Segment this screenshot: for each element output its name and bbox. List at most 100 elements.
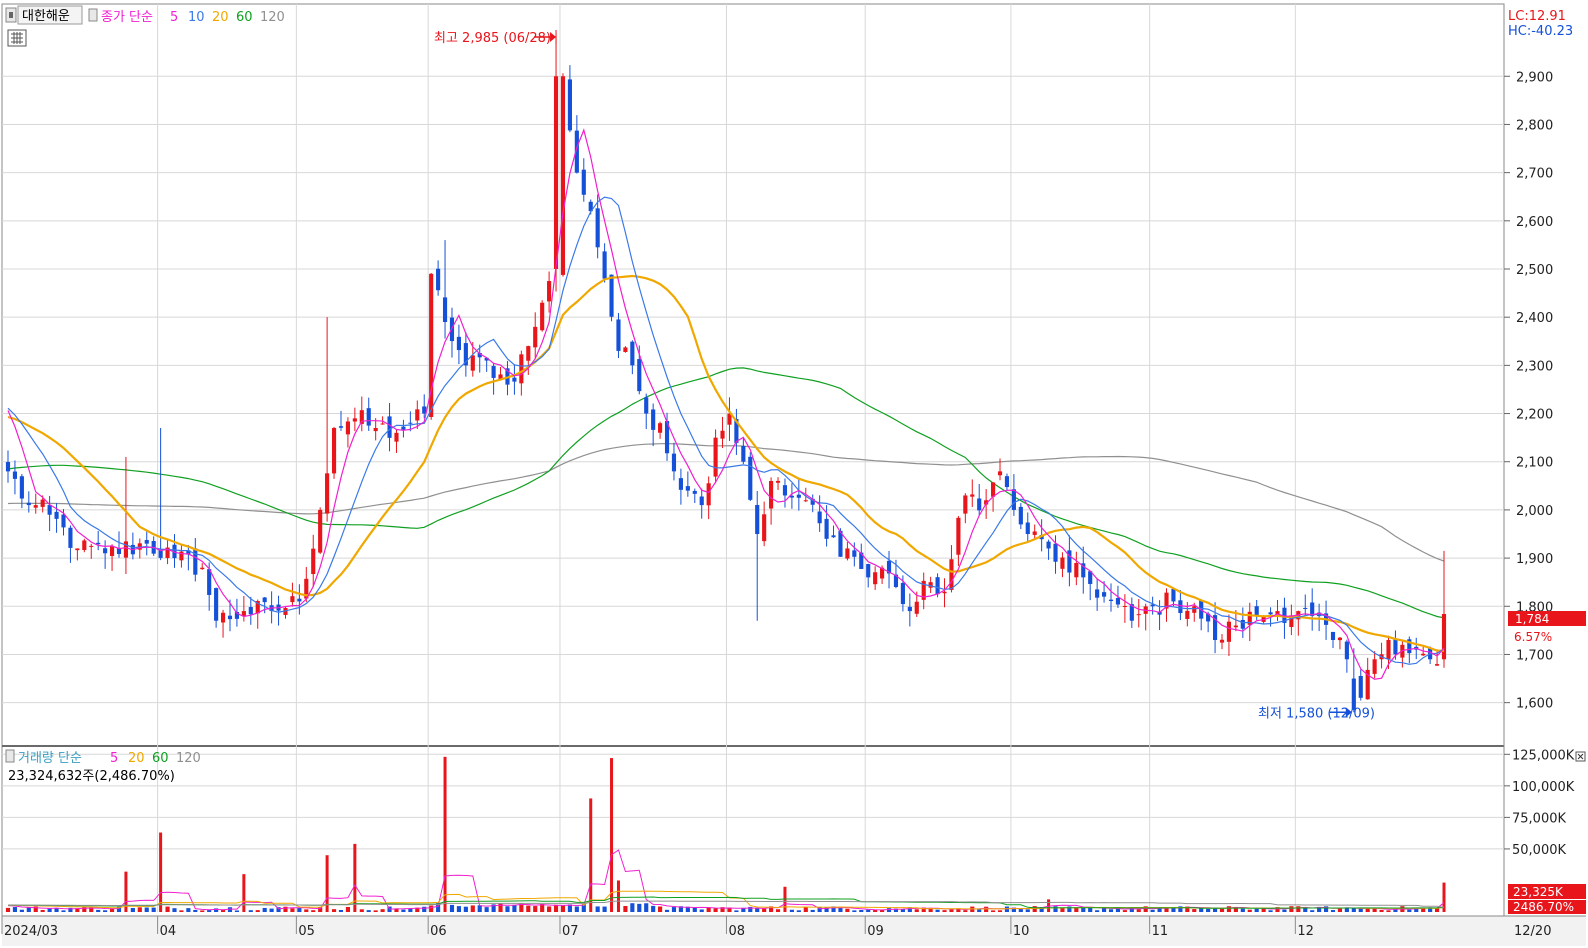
volume-bar	[75, 908, 80, 912]
volume-bar	[1136, 909, 1141, 912]
volume-bar	[775, 909, 781, 912]
candle-body	[713, 437, 718, 477]
candle-body	[137, 543, 142, 550]
candle-body	[214, 588, 219, 621]
y-tick-label: 2,100	[1516, 456, 1553, 471]
candle-body	[984, 500, 989, 505]
candle-body	[671, 453, 677, 472]
volume-bar	[907, 907, 912, 912]
candle-body	[109, 545, 115, 556]
volume-bar	[1275, 907, 1280, 912]
volume-bar	[1296, 906, 1301, 912]
candle-body	[873, 572, 878, 585]
volume-bar	[1185, 906, 1190, 912]
volume-bar	[692, 907, 697, 912]
volume-bar	[116, 906, 122, 912]
volume-bar	[1289, 906, 1294, 912]
volume-bar	[449, 904, 455, 912]
volume-bar	[380, 909, 385, 912]
candle-body	[1310, 602, 1315, 616]
candle-body	[12, 471, 18, 479]
candle-body	[720, 430, 725, 439]
ma120-path	[7, 442, 1445, 562]
y-tick-label: 1,900	[1516, 552, 1553, 567]
volume-bar	[262, 907, 267, 912]
candle-body	[991, 482, 996, 497]
ma60-path	[7, 367, 1445, 619]
candle-body	[26, 502, 31, 506]
candle-body	[651, 409, 656, 430]
candle-body	[1046, 541, 1051, 549]
candle-body	[789, 495, 794, 498]
candle-body	[1150, 604, 1155, 607]
volume-bar	[616, 880, 620, 912]
candle-body	[949, 559, 954, 590]
volume-bar	[748, 906, 753, 912]
volume-bar	[165, 906, 170, 912]
volume-bar	[893, 908, 899, 912]
candle-body	[297, 598, 302, 602]
volume-bar	[1199, 908, 1204, 912]
volume-bar	[789, 909, 794, 912]
candle-body	[935, 577, 940, 595]
candle-body	[1102, 592, 1107, 597]
volume-bar	[755, 907, 760, 912]
candle-body	[463, 343, 468, 366]
volume-bar	[82, 906, 87, 912]
candle-body	[796, 494, 801, 498]
volume-bar	[311, 910, 316, 912]
volume-bar	[47, 908, 52, 912]
volume-bar	[1303, 907, 1308, 912]
symbol-box[interactable]	[17, 5, 83, 25]
volume-bar	[54, 907, 59, 912]
volume-bar	[610, 758, 614, 912]
volume-bar	[685, 906, 690, 912]
volume-bar	[1108, 909, 1114, 912]
candle-body	[220, 612, 226, 623]
candle-body	[928, 582, 933, 588]
volume-bar	[623, 905, 628, 912]
volume-bar	[852, 910, 857, 912]
candle-body	[429, 273, 434, 418]
volume-bar	[838, 907, 843, 912]
volume-bar	[1337, 908, 1343, 912]
legend-price-prefix: 종가 단순	[101, 10, 153, 25]
candle-body	[477, 352, 482, 358]
candle-body	[1185, 610, 1190, 619]
candle-body	[1254, 606, 1259, 616]
candle-body	[352, 418, 357, 422]
volume-bar	[269, 908, 274, 912]
candle-body	[893, 574, 899, 587]
candle-body	[172, 544, 177, 559]
x-tick-label: 05	[298, 924, 315, 939]
candle-body	[408, 422, 413, 424]
candle-body	[880, 567, 885, 579]
low-arrow-icon	[1329, 707, 1352, 718]
candle-body	[1219, 639, 1225, 643]
volume-bar	[331, 909, 337, 912]
candle-body	[699, 496, 704, 506]
x-tick-label: 07	[562, 924, 579, 939]
candle-body	[540, 302, 545, 331]
candle-body	[415, 409, 420, 421]
vol-y-tick-label: 100,000K	[1512, 780, 1575, 795]
candle-body	[387, 416, 392, 438]
volume-bar	[1088, 907, 1093, 912]
ma-toggle-icon[interactable]	[88, 8, 98, 22]
y-tick-label: 2,900	[1516, 70, 1553, 85]
candle-body	[1136, 614, 1141, 616]
vol-y-tick-label: 50,000K	[1512, 843, 1566, 858]
candle-body	[380, 423, 385, 425]
volume-bar	[186, 908, 191, 912]
x-tick-label: 09	[867, 924, 884, 939]
vol-toggle-icon[interactable]	[5, 749, 15, 763]
candle-body	[956, 517, 961, 555]
volume-bar	[1053, 906, 1058, 912]
volume-bar	[159, 832, 163, 912]
volume-bar	[1240, 908, 1245, 912]
volume-bar	[1365, 908, 1370, 912]
candle-body	[560, 76, 566, 275]
candle-body	[734, 418, 739, 443]
volume-bar	[318, 907, 323, 912]
